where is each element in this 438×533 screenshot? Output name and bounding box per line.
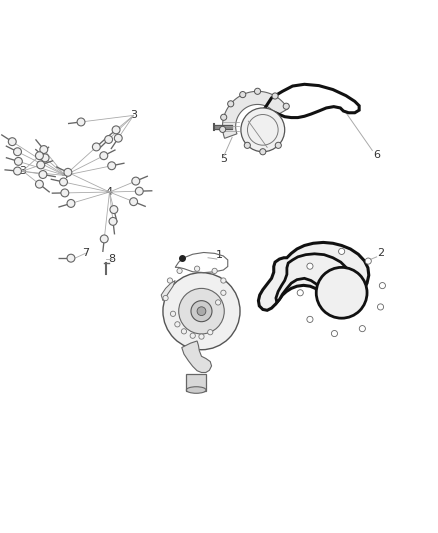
Circle shape bbox=[275, 142, 281, 148]
Text: 1: 1 bbox=[215, 249, 223, 260]
Circle shape bbox=[41, 154, 49, 162]
Circle shape bbox=[272, 93, 278, 99]
Text: 2: 2 bbox=[378, 248, 385, 259]
Circle shape bbox=[170, 311, 176, 317]
Circle shape bbox=[163, 295, 168, 301]
Circle shape bbox=[14, 148, 21, 156]
Circle shape bbox=[190, 333, 195, 338]
Circle shape bbox=[67, 199, 75, 207]
Polygon shape bbox=[258, 243, 369, 310]
Circle shape bbox=[191, 301, 212, 322]
Polygon shape bbox=[161, 280, 175, 301]
Circle shape bbox=[40, 146, 48, 154]
Ellipse shape bbox=[187, 387, 206, 393]
Circle shape bbox=[365, 258, 371, 264]
Text: 6: 6 bbox=[373, 150, 380, 160]
Text: 4: 4 bbox=[106, 187, 113, 197]
Circle shape bbox=[35, 180, 43, 188]
Circle shape bbox=[77, 118, 85, 126]
Circle shape bbox=[244, 142, 251, 148]
Circle shape bbox=[260, 149, 266, 155]
Polygon shape bbox=[182, 341, 212, 373]
Circle shape bbox=[240, 92, 246, 98]
Circle shape bbox=[181, 329, 187, 334]
Circle shape bbox=[37, 161, 45, 169]
Circle shape bbox=[14, 167, 21, 175]
Circle shape bbox=[199, 334, 204, 339]
Circle shape bbox=[64, 168, 72, 176]
Circle shape bbox=[108, 162, 116, 169]
Circle shape bbox=[109, 217, 117, 225]
Circle shape bbox=[283, 103, 290, 109]
Circle shape bbox=[194, 266, 200, 271]
Circle shape bbox=[61, 189, 69, 197]
Circle shape bbox=[167, 278, 173, 283]
Circle shape bbox=[177, 268, 182, 273]
Circle shape bbox=[35, 152, 43, 159]
Circle shape bbox=[221, 278, 226, 283]
Circle shape bbox=[197, 307, 206, 316]
Circle shape bbox=[339, 248, 345, 254]
Circle shape bbox=[100, 235, 108, 243]
Circle shape bbox=[228, 101, 234, 107]
Circle shape bbox=[307, 263, 313, 269]
Text: 7: 7 bbox=[82, 248, 89, 259]
Text: 4: 4 bbox=[61, 171, 68, 180]
Circle shape bbox=[254, 88, 261, 94]
Circle shape bbox=[132, 177, 140, 185]
Circle shape bbox=[215, 300, 221, 305]
Circle shape bbox=[316, 268, 367, 318]
Circle shape bbox=[110, 206, 118, 214]
Text: 5: 5 bbox=[220, 154, 227, 164]
Circle shape bbox=[307, 316, 313, 322]
Circle shape bbox=[100, 152, 108, 159]
Polygon shape bbox=[223, 91, 288, 139]
Circle shape bbox=[208, 329, 213, 335]
Circle shape bbox=[114, 134, 122, 142]
Circle shape bbox=[179, 288, 224, 334]
Circle shape bbox=[8, 138, 16, 146]
Circle shape bbox=[378, 304, 384, 310]
Circle shape bbox=[14, 157, 22, 165]
Circle shape bbox=[359, 326, 365, 332]
Circle shape bbox=[67, 254, 75, 262]
Circle shape bbox=[297, 290, 303, 296]
Circle shape bbox=[379, 282, 385, 289]
Polygon shape bbox=[186, 374, 206, 391]
Circle shape bbox=[163, 273, 240, 350]
Text: 3: 3 bbox=[130, 110, 137, 120]
Circle shape bbox=[105, 135, 113, 143]
Circle shape bbox=[130, 198, 138, 206]
Circle shape bbox=[39, 171, 47, 179]
Circle shape bbox=[60, 178, 67, 186]
Circle shape bbox=[241, 108, 285, 152]
Circle shape bbox=[112, 126, 120, 134]
Circle shape bbox=[175, 322, 180, 327]
Circle shape bbox=[92, 143, 100, 151]
Text: 8: 8 bbox=[108, 254, 115, 264]
Polygon shape bbox=[276, 254, 350, 302]
Text: 3: 3 bbox=[19, 166, 26, 176]
Circle shape bbox=[221, 290, 226, 295]
Circle shape bbox=[332, 330, 338, 337]
Circle shape bbox=[135, 187, 143, 195]
Circle shape bbox=[221, 114, 227, 120]
Circle shape bbox=[212, 268, 217, 273]
Circle shape bbox=[219, 126, 226, 133]
